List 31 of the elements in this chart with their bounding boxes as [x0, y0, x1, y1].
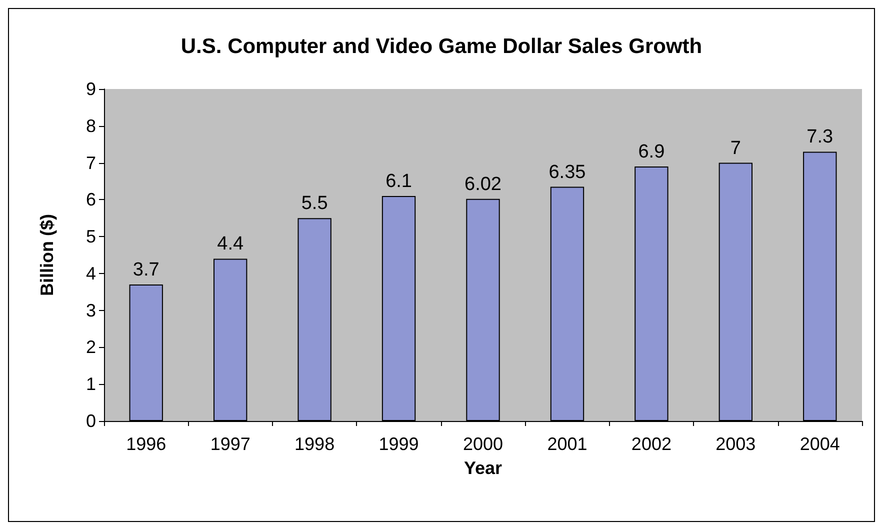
y-tick-label: 6: [86, 190, 96, 210]
y-axis-title: Billion ($): [37, 214, 57, 296]
data-label: 7: [730, 138, 741, 159]
chart-title: U.S. Computer and Video Game Dollar Sales Growth: [180, 35, 702, 58]
y-tick-label: 2: [86, 337, 96, 358]
x-tick-label: 1999: [378, 434, 419, 454]
data-label: 7.3: [806, 126, 834, 148]
y-tick-label: 1: [86, 374, 96, 394]
y-tick-label: 0: [86, 411, 96, 431]
x-tick-label: 2001: [547, 434, 588, 454]
data-label: 6.35: [548, 162, 586, 183]
x-tick-label: 1997: [210, 434, 250, 454]
y-tick-label: 8: [86, 116, 96, 136]
data-label: 4.4: [217, 234, 244, 255]
y-tick-label: 4: [86, 263, 96, 284]
x-tick-label: 2003: [716, 434, 756, 454]
data-label: 6.02: [464, 174, 502, 195]
y-tick-label: 9: [86, 79, 96, 99]
data-label: 3.7: [132, 260, 160, 281]
x-tick-label: 2002: [631, 434, 672, 454]
x-tick-label: 2004: [800, 434, 840, 454]
data-label: 6.9: [638, 141, 665, 162]
x-tick-label: 2000: [462, 434, 504, 454]
data-label: 5.5: [301, 193, 328, 214]
data-label: 6.1: [386, 170, 412, 192]
y-tick-label: 5: [86, 226, 96, 247]
x-tick-label: 1998: [294, 434, 335, 454]
y-tick-label: 3: [86, 300, 96, 320]
x-axis-title: Year: [464, 458, 502, 478]
x-tick-label: 1996: [126, 434, 166, 454]
y-tick-label: 7: [86, 152, 96, 173]
